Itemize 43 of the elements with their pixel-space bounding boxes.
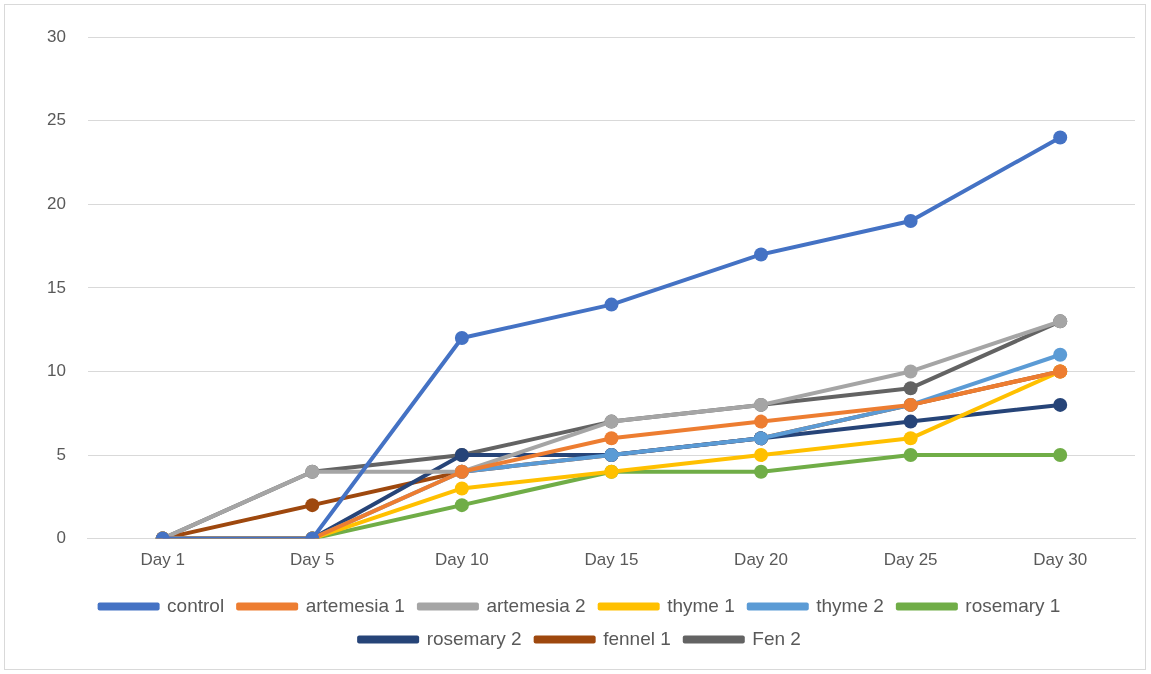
legend-label: artemesia 2 xyxy=(486,594,586,616)
y-tick-label: 25 xyxy=(46,110,66,130)
point xyxy=(1053,347,1068,362)
x-tick-label: Day 15 xyxy=(584,550,639,570)
x-tick-label: Day 10 xyxy=(434,550,489,570)
legend-label: rosemary 1 xyxy=(965,594,1061,616)
x-tick-label: Day 30 xyxy=(1033,550,1088,570)
point xyxy=(1053,448,1068,463)
point xyxy=(454,331,469,346)
point xyxy=(903,214,918,229)
point xyxy=(1053,397,1068,412)
point xyxy=(454,481,469,496)
point xyxy=(754,464,769,479)
legend-label: fennel 1 xyxy=(603,627,671,649)
legend-label: thyme 2 xyxy=(816,594,884,616)
point xyxy=(903,381,918,396)
point xyxy=(903,414,918,429)
y-tick-label: 0 xyxy=(56,528,66,548)
y-tick-label: 20 xyxy=(46,194,66,214)
y-tick-label: 15 xyxy=(46,277,66,297)
legend-label: control xyxy=(167,594,225,616)
legend-label: artemesia 1 xyxy=(305,594,405,616)
x-tick-label: Day 5 xyxy=(290,550,335,570)
x-tick-label: Day 1 xyxy=(140,550,185,570)
point xyxy=(604,297,619,312)
y-tick-label: 5 xyxy=(56,444,66,464)
x-tick-label: Day 20 xyxy=(734,550,788,570)
point xyxy=(754,247,769,262)
x-tick-label: Day 25 xyxy=(883,550,938,570)
point xyxy=(754,448,769,463)
point xyxy=(903,448,918,463)
legend-label: rosemary 2 xyxy=(426,627,522,649)
legend-label: Fen 2 xyxy=(752,627,801,649)
y-tick-label: 10 xyxy=(46,361,66,381)
point xyxy=(454,498,469,513)
y-tick-label: 30 xyxy=(46,26,66,46)
point xyxy=(305,498,320,513)
point xyxy=(903,431,918,446)
point xyxy=(604,431,619,446)
point xyxy=(903,364,918,379)
point xyxy=(1053,130,1068,145)
point xyxy=(754,414,769,429)
legend-label: thyme 1 xyxy=(667,594,735,616)
